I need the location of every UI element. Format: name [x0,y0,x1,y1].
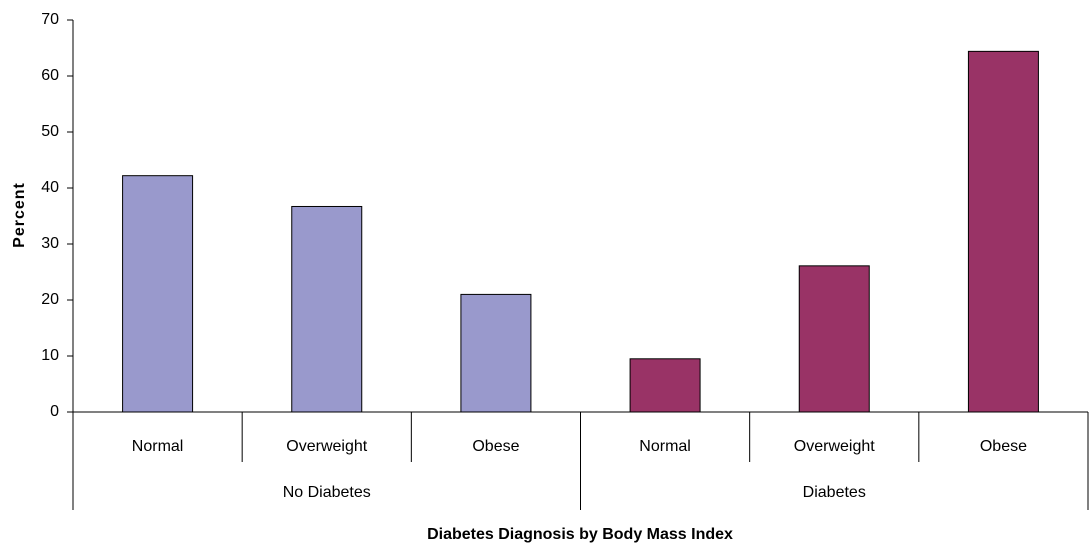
bar [629,358,701,413]
y-tick-label: 0 [50,403,59,420]
y-tick-label: 70 [41,11,59,28]
bar [291,205,363,413]
bar [967,50,1039,413]
x-axis-title: Diabetes Diagnosis by Body Mass Index [427,526,733,543]
x-tick-label: Normal [639,438,691,455]
x-tick-label: Overweight [794,438,875,455]
group-label: No Diabetes [283,484,371,501]
group-label: Diabetes [803,484,866,501]
y-tick-label: 20 [41,291,59,308]
x-tick-label: Overweight [286,438,367,455]
y-tick-label: 40 [41,179,59,196]
bar [798,265,870,413]
bar [122,175,194,413]
y-tick-label: 10 [41,347,59,364]
y-axis-title: Percent [11,182,28,248]
x-tick-label: Normal [132,438,184,455]
x-tick-label: Obese [472,438,519,455]
y-tick-label: 50 [41,123,59,140]
y-tick-label: 60 [41,67,59,84]
y-tick-label: 30 [41,235,59,252]
x-tick-label: Obese [980,438,1027,455]
bar [460,293,532,413]
